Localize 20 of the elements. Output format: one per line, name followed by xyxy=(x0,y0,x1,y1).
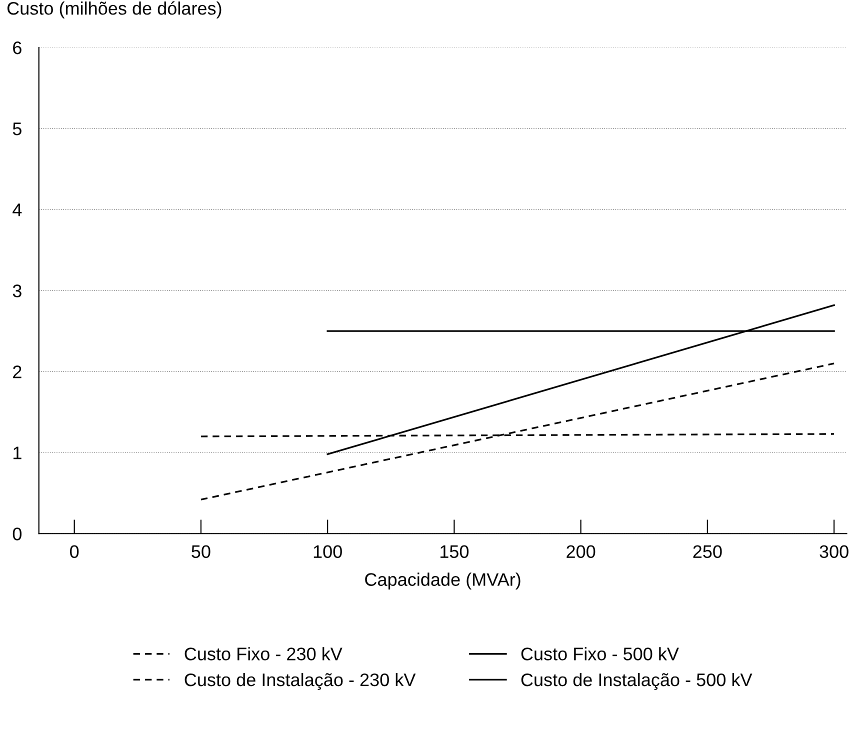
x-tick-label: 50 xyxy=(192,545,210,558)
y-axis-title: Custo (milhões de dólares) xyxy=(7,1,222,18)
x-tick-label: 0 xyxy=(70,545,79,558)
y-tick-label: 3 xyxy=(12,284,22,298)
x-tick-label: 300 xyxy=(820,545,848,558)
y-tick-label: 4 xyxy=(12,204,22,216)
x-tick-label: 100 xyxy=(314,545,342,558)
y-tick-label: 0 xyxy=(12,528,22,540)
legend-label: Custo Fixo - 230 kV xyxy=(184,647,342,660)
y-tick-label: 5 xyxy=(12,122,22,136)
y-tick-label: 1 xyxy=(14,446,22,460)
x-tick-label: 150 xyxy=(440,545,469,558)
x-tick-label: 200 xyxy=(566,545,596,558)
legend-label: Custo Fixo - 500 kV xyxy=(521,647,679,660)
y-tick-label: 6 xyxy=(13,41,22,54)
legend-label: Custo de Instalação - 230 kV xyxy=(184,672,416,690)
legend-label: Custo de Instalação - 500 kV xyxy=(521,672,752,690)
x-tick-label: 250 xyxy=(693,545,722,558)
y-tick-label: 2 xyxy=(13,366,22,378)
x-axis-title: Capacidade (MVAr) xyxy=(365,572,520,590)
